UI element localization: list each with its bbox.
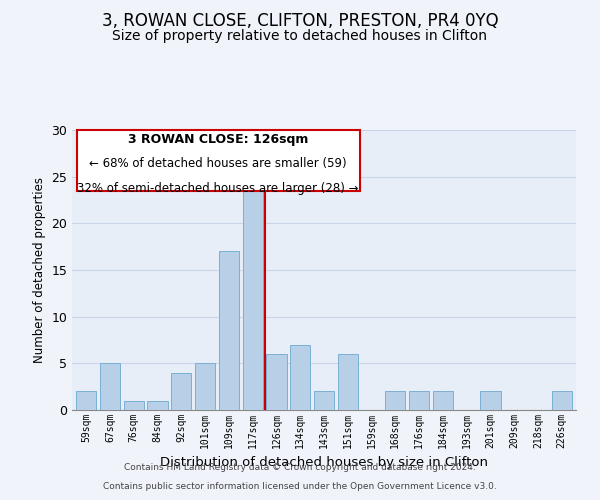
Bar [219, 252, 239, 410]
Text: 3, ROWAN CLOSE, CLIFTON, PRESTON, PR4 0YQ: 3, ROWAN CLOSE, CLIFTON, PRESTON, PR4 0Y… [101, 12, 499, 30]
Bar [385, 392, 406, 410]
Text: 32% of semi-detached houses are larger (28) →: 32% of semi-detached houses are larger (… [77, 182, 359, 195]
Bar [148, 400, 167, 410]
Bar [195, 364, 215, 410]
Bar [290, 344, 310, 410]
Bar [338, 354, 358, 410]
Bar [551, 392, 572, 410]
Bar [409, 392, 429, 410]
Bar [481, 392, 500, 410]
Text: 3 ROWAN CLOSE: 126sqm: 3 ROWAN CLOSE: 126sqm [128, 133, 308, 146]
Bar [171, 372, 191, 410]
Bar [433, 392, 453, 410]
FancyBboxPatch shape [77, 130, 359, 190]
Text: Contains public sector information licensed under the Open Government Licence v3: Contains public sector information licen… [103, 482, 497, 491]
Y-axis label: Number of detached properties: Number of detached properties [33, 177, 46, 363]
Bar [266, 354, 287, 410]
Text: ← 68% of detached houses are smaller (59): ← 68% of detached houses are smaller (59… [89, 156, 347, 170]
Bar [100, 364, 120, 410]
Bar [76, 392, 97, 410]
Bar [242, 186, 263, 410]
Text: Size of property relative to detached houses in Clifton: Size of property relative to detached ho… [113, 29, 487, 43]
Text: Contains HM Land Registry data © Crown copyright and database right 2024.: Contains HM Land Registry data © Crown c… [124, 464, 476, 472]
Bar [124, 400, 144, 410]
X-axis label: Distribution of detached houses by size in Clifton: Distribution of detached houses by size … [160, 456, 488, 469]
Bar [314, 392, 334, 410]
